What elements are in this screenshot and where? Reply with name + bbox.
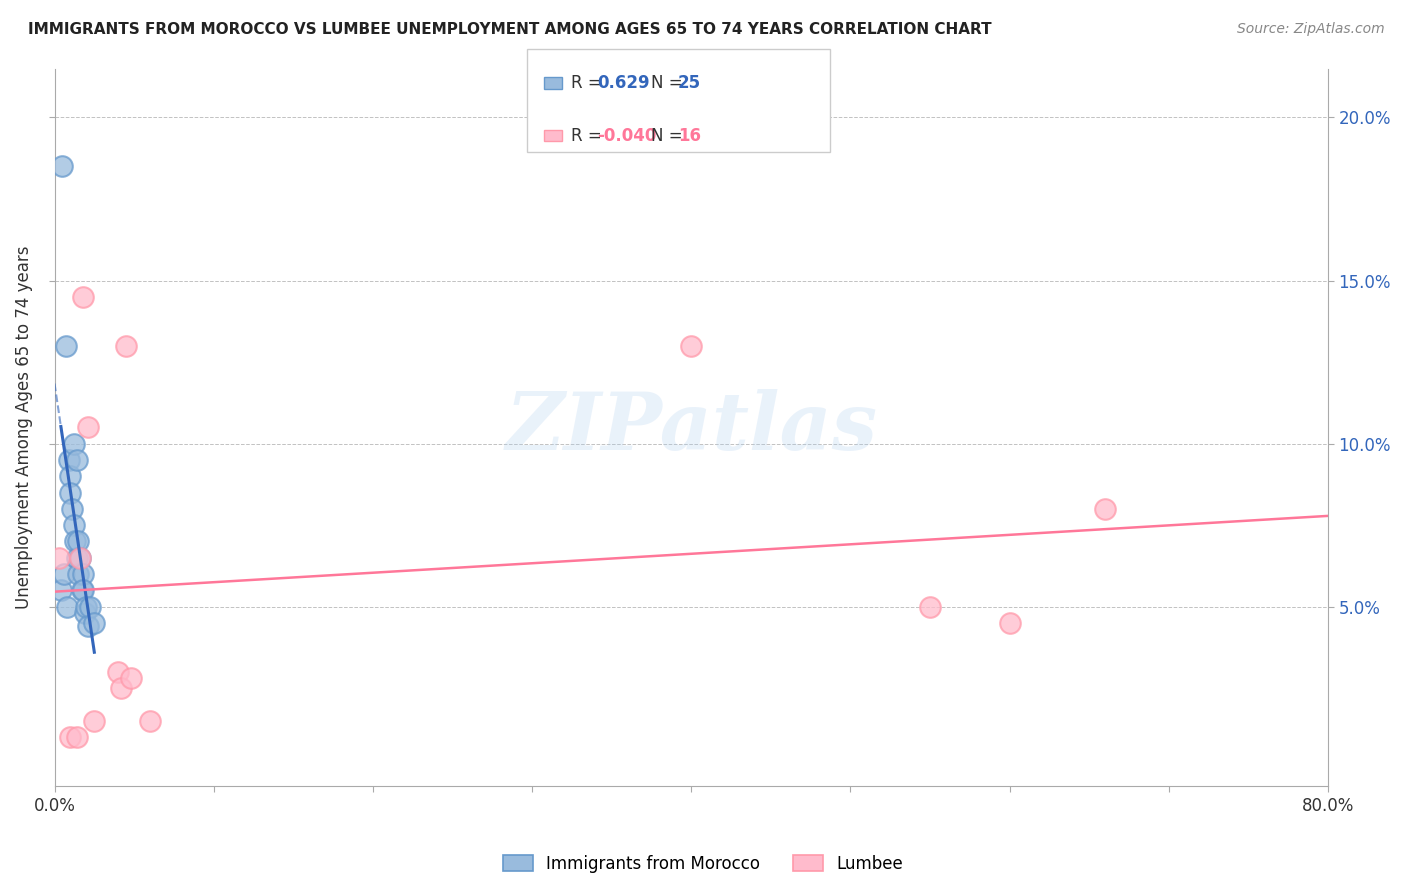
- Text: 0.629: 0.629: [598, 74, 650, 92]
- Point: [72, 583, 94, 598]
- Point: [69, 550, 91, 565]
- Point: [58, 453, 80, 467]
- Point: [49, 583, 72, 598]
- Point: [66, 730, 89, 744]
- Point: [59, 730, 82, 744]
- Point: [83, 714, 105, 728]
- Point: [110, 681, 132, 696]
- Point: [77, 619, 100, 633]
- Point: [120, 672, 142, 686]
- Text: 16: 16: [678, 127, 700, 145]
- Point: [139, 714, 162, 728]
- Point: [65, 534, 87, 549]
- Text: IMMIGRANTS FROM MOROCCO VS LUMBEE UNEMPLOYMENT AMONG AGES 65 TO 74 YEARS CORRELA: IMMIGRANTS FROM MOROCCO VS LUMBEE UNEMPL…: [28, 22, 991, 37]
- Point: [60, 501, 83, 516]
- Point: [55, 339, 77, 353]
- Point: [1094, 501, 1116, 516]
- Text: 25: 25: [678, 74, 700, 92]
- Point: [48, 550, 70, 565]
- Text: N =: N =: [651, 74, 688, 92]
- Point: [72, 567, 94, 582]
- Point: [56, 599, 79, 614]
- Legend: Immigrants from Morocco, Lumbee: Immigrants from Morocco, Lumbee: [496, 848, 910, 880]
- Point: [53, 567, 76, 582]
- Point: [62, 518, 84, 533]
- Point: [69, 550, 91, 565]
- Text: R =: R =: [571, 74, 607, 92]
- Point: [77, 420, 100, 434]
- Point: [107, 665, 129, 679]
- Y-axis label: Unemployment Among Ages 65 to 74 years: Unemployment Among Ages 65 to 74 years: [15, 245, 32, 609]
- Point: [73, 607, 96, 621]
- Point: [59, 485, 82, 500]
- Text: -0.040: -0.040: [598, 127, 657, 145]
- Text: Source: ZipAtlas.com: Source: ZipAtlas.com: [1237, 22, 1385, 37]
- Point: [83, 615, 105, 630]
- Point: [66, 453, 89, 467]
- Point: [998, 615, 1021, 630]
- Text: N =: N =: [651, 127, 688, 145]
- Point: [79, 599, 101, 614]
- Point: [62, 436, 84, 450]
- Point: [75, 599, 97, 614]
- Point: [67, 567, 90, 582]
- Point: [67, 534, 90, 549]
- Text: R =: R =: [571, 127, 607, 145]
- Point: [72, 290, 94, 304]
- Point: [59, 469, 82, 483]
- Point: [51, 160, 73, 174]
- Point: [70, 583, 93, 598]
- Point: [115, 339, 138, 353]
- Point: [66, 550, 89, 565]
- Point: [920, 599, 942, 614]
- Point: [681, 339, 703, 353]
- Text: ZIPatlas: ZIPatlas: [505, 389, 877, 467]
